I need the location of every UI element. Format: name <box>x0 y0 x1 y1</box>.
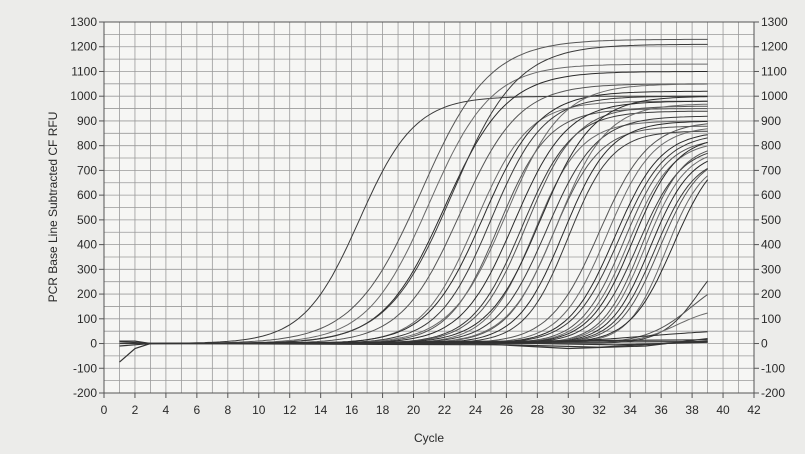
x-tick-label: 22 <box>438 403 452 417</box>
y-tick-label-right: 1100 <box>761 64 787 78</box>
x-tick-label: 6 <box>194 403 201 417</box>
baseline-curve <box>119 339 708 363</box>
y-tick-label-left: 600 <box>77 188 97 202</box>
y-tick-label-left: 1000 <box>70 89 97 103</box>
x-tick-label: 2 <box>132 403 139 417</box>
y-tick-label-right: 1000 <box>761 89 788 103</box>
x-tick-label: 40 <box>716 403 730 417</box>
y-tick-label-left: -200 <box>73 386 97 400</box>
y-tick-label-right: -200 <box>761 386 785 400</box>
x-tick-label: 20 <box>407 403 421 417</box>
x-tick-label: 12 <box>283 403 297 417</box>
y-tick-label-right: 200 <box>761 287 781 301</box>
y-tick-label-left: 300 <box>77 262 97 276</box>
x-tick-label: 4 <box>163 403 170 417</box>
x-tick-label: 38 <box>685 403 699 417</box>
y-tick-label-right: -100 <box>761 361 785 375</box>
y-tick-label-right: 1200 <box>761 40 788 54</box>
y-tick-label-left: 0 <box>90 337 97 351</box>
x-tick-label: 16 <box>345 403 359 417</box>
y-tick-label-right: 800 <box>761 139 781 153</box>
y-tick-label-right: 700 <box>761 163 781 177</box>
y-tick-label-right: 0 <box>761 337 768 351</box>
y-tick-label-left: 900 <box>77 114 97 128</box>
baseline-curve <box>119 340 708 348</box>
y-tick-label-left: 400 <box>77 238 97 252</box>
x-axis-title: Cycle <box>414 431 444 445</box>
x-axis-ticks: 0 2 4 6 8 10 12 14 16 18 20 22 24 26 28 30 32 34 36 38 40 42 <box>101 393 761 417</box>
x-tick-label: 34 <box>624 403 638 417</box>
x-tick-label: 18 <box>376 403 390 417</box>
amplification-curves <box>119 38 709 363</box>
y-tick-label-left: 500 <box>77 213 97 227</box>
y-tick-label-left: 100 <box>77 312 97 326</box>
x-tick-label: 10 <box>252 403 266 417</box>
amplification-curve <box>119 95 708 344</box>
y-axis-title: PCR Base Line Subtracted CF RFU <box>46 112 60 303</box>
x-tick-label: 42 <box>747 403 761 417</box>
x-tick-label: 36 <box>654 403 668 417</box>
plot-frame <box>103 21 755 394</box>
y-tick-label-right: 400 <box>761 238 781 252</box>
x-tick-label: 24 <box>469 403 483 417</box>
y-tick-label-right: 1300 <box>761 15 788 29</box>
y-axis-ticks-left: -200 -100 0 100 200 300 400 500 600 700 800 900 1000… <box>70 15 104 400</box>
y-tick-label-right: 300 <box>761 262 781 276</box>
y-tick-label-left: 200 <box>77 287 97 301</box>
y-tick-label-left: 1200 <box>70 40 97 54</box>
x-tick-label: 28 <box>531 403 545 417</box>
y-tick-label-right: 900 <box>761 114 781 128</box>
y-tick-label-right: 500 <box>761 213 781 227</box>
y-tick-label-left: 800 <box>77 139 97 153</box>
x-tick-label: 14 <box>314 403 328 417</box>
y-axis-ticks-right: -200 -100 0 100 200 300 400 500 600 700 800 900 1000… <box>754 15 788 400</box>
x-tick-label: 32 <box>593 403 607 417</box>
y-tick-label-left: 1300 <box>70 15 97 29</box>
y-tick-label-left: 700 <box>77 163 97 177</box>
baseline-curve <box>119 341 708 346</box>
y-tick-label-right: 100 <box>761 312 781 326</box>
y-tick-label-left: -100 <box>73 361 97 375</box>
x-tick-label: 26 <box>500 403 514 417</box>
y-tick-label-left: 1100 <box>71 64 97 78</box>
x-tick-label: 0 <box>101 403 108 417</box>
y-tick-label-right: 600 <box>761 188 781 202</box>
x-tick-label: 30 <box>562 403 576 417</box>
x-tick-label: 8 <box>224 403 231 417</box>
